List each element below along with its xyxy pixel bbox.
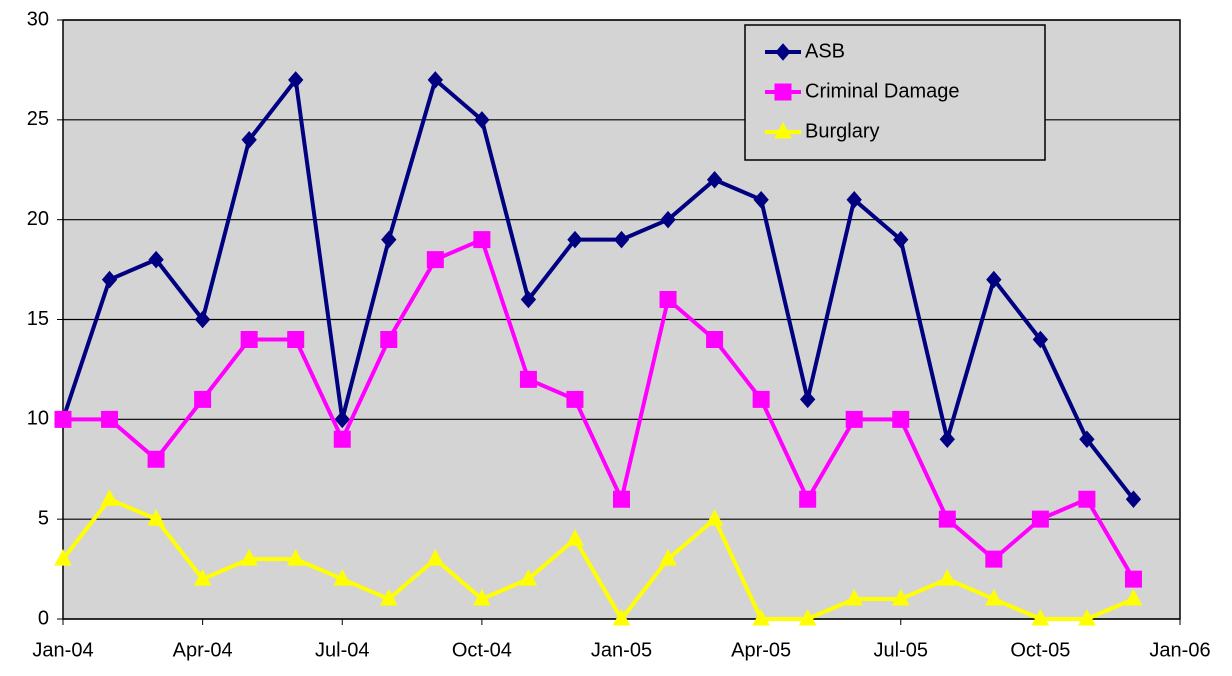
marker (241, 131, 257, 149)
marker (1031, 608, 1050, 626)
y-tick-label: 30 (27, 8, 49, 30)
marker (659, 291, 677, 309)
x-tick-label: Jan-04 (32, 639, 93, 661)
marker (1079, 430, 1095, 449)
marker (985, 550, 1003, 568)
legend-label: ASB (805, 40, 845, 62)
marker (148, 250, 164, 269)
marker (892, 410, 910, 428)
marker (240, 549, 258, 566)
marker (240, 330, 258, 348)
marker (100, 489, 119, 506)
y-tick-label: 0 (38, 607, 49, 629)
y-tick-label: 10 (27, 408, 49, 430)
marker (194, 310, 211, 329)
marker (426, 549, 445, 566)
marker (938, 569, 957, 586)
marker (706, 330, 724, 348)
x-tick-label: Jul-04 (315, 639, 369, 661)
x-tick-label: Apr-04 (173, 639, 233, 661)
marker (753, 190, 769, 209)
marker (845, 588, 864, 606)
y-tick-label: 25 (27, 108, 49, 130)
marker (800, 390, 816, 409)
y-tick-label: 20 (27, 208, 49, 230)
marker (846, 190, 862, 209)
marker (474, 111, 490, 129)
marker (473, 588, 491, 606)
y-tick-label: 5 (38, 507, 49, 529)
marker (613, 230, 630, 249)
marker (426, 251, 444, 269)
marker (520, 290, 537, 309)
marker (381, 230, 397, 249)
marker (286, 549, 305, 566)
marker (705, 509, 724, 526)
marker (194, 390, 212, 408)
marker (660, 210, 676, 229)
marker (1124, 588, 1143, 606)
marker (612, 608, 631, 626)
marker (54, 410, 72, 428)
marker (893, 230, 909, 249)
marker (147, 450, 165, 468)
marker (1078, 608, 1096, 626)
marker (379, 588, 398, 606)
legend-label: Burglary (805, 120, 879, 142)
series-line (61, 496, 1135, 623)
legend-label: Criminal Damage (805, 80, 960, 102)
legend-marker (774, 83, 792, 101)
marker (288, 71, 304, 89)
x-tick-label: Jan-06 (1149, 639, 1210, 661)
x-tick-label: Oct-05 (1010, 639, 1070, 661)
marker (986, 270, 1002, 289)
marker (519, 370, 537, 388)
marker (380, 330, 398, 348)
marker (101, 410, 119, 428)
marker (287, 330, 305, 348)
y-tick-label: 15 (27, 308, 49, 330)
marker (1032, 330, 1049, 349)
marker (333, 569, 352, 586)
x-tick-label: Jan-05 (591, 639, 652, 661)
series-line (61, 74, 1136, 501)
marker (752, 608, 770, 626)
marker (566, 390, 584, 408)
marker (659, 549, 677, 566)
marker (891, 588, 910, 606)
marker (334, 410, 350, 429)
marker (984, 588, 1003, 606)
marker (567, 230, 583, 249)
x-tick-label: Oct-04 (452, 639, 512, 661)
marker (147, 509, 165, 526)
marker (566, 529, 584, 546)
marker (101, 270, 118, 289)
marker (938, 510, 956, 528)
marker (54, 549, 72, 566)
marker (1125, 490, 1142, 508)
marker (473, 231, 491, 249)
x-tick-label: Jul-05 (874, 639, 928, 661)
marker (799, 490, 817, 508)
marker (1124, 570, 1142, 588)
marker (613, 490, 630, 508)
marker (845, 410, 863, 428)
marker (193, 569, 212, 586)
x-tick-label: Apr-05 (731, 639, 791, 661)
marker (519, 569, 538, 586)
marker (333, 430, 351, 448)
legend-marker (775, 43, 791, 61)
marker (427, 71, 443, 89)
marker (752, 390, 770, 408)
marker (1031, 510, 1049, 528)
marker (1078, 490, 1096, 508)
marker (798, 608, 817, 626)
marker (939, 430, 955, 449)
marker (706, 170, 723, 189)
legend-marker (774, 121, 792, 139)
